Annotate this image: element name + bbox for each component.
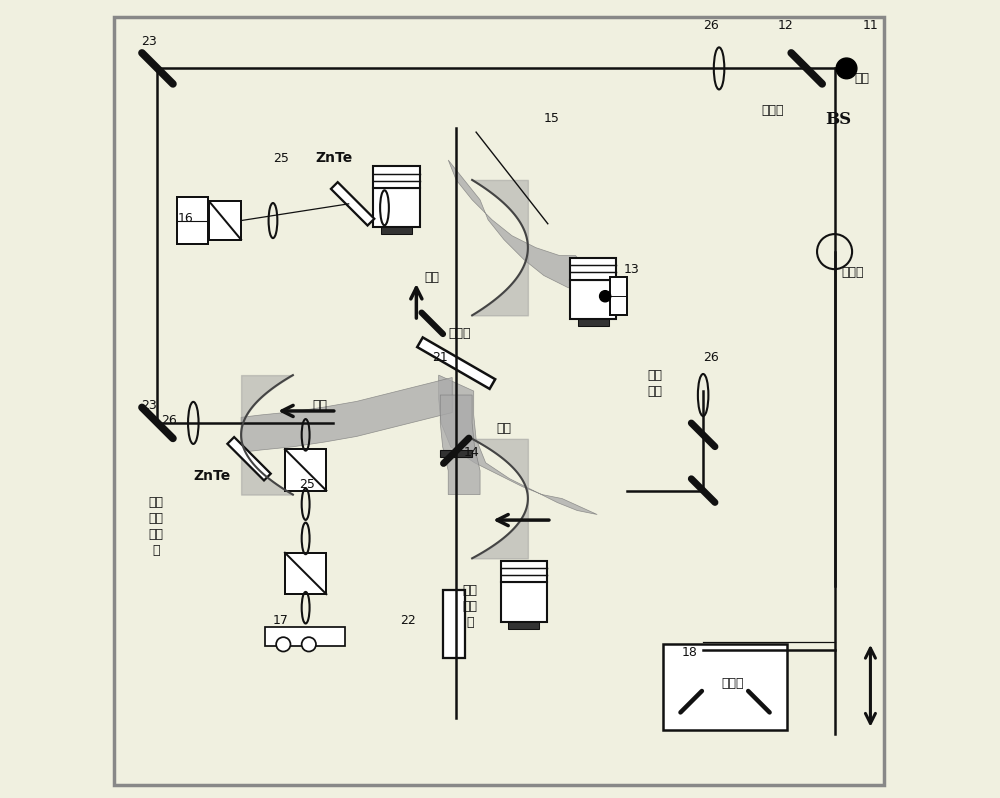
Polygon shape xyxy=(439,375,597,515)
Text: 发射
天线: 发射 天线 xyxy=(648,369,663,398)
Polygon shape xyxy=(417,338,495,389)
Text: 延迟线: 延迟线 xyxy=(721,678,744,690)
Text: 23: 23 xyxy=(142,34,157,48)
Text: 激光: 激光 xyxy=(854,72,869,85)
Text: 衰减片: 衰减片 xyxy=(841,266,863,279)
Text: 反射: 反射 xyxy=(313,398,328,412)
Bar xyxy=(508,622,539,629)
Bar xyxy=(610,277,627,315)
Bar xyxy=(265,627,345,646)
Polygon shape xyxy=(227,437,271,480)
Bar xyxy=(440,450,472,457)
Text: 透射: 透射 xyxy=(424,271,439,284)
Text: 11: 11 xyxy=(862,18,878,32)
Text: 25: 25 xyxy=(273,152,289,164)
Text: 18: 18 xyxy=(682,646,698,658)
Text: ZnTe: ZnTe xyxy=(315,151,352,164)
Bar xyxy=(663,643,787,729)
Text: BS: BS xyxy=(825,111,851,128)
Bar xyxy=(570,258,616,279)
Text: 25: 25 xyxy=(299,478,315,492)
Text: 定位
激光
光: 定位 激光 光 xyxy=(462,584,477,629)
Circle shape xyxy=(302,637,316,651)
Bar xyxy=(209,201,241,239)
Text: 15: 15 xyxy=(544,112,560,124)
Bar xyxy=(373,188,420,227)
Polygon shape xyxy=(331,182,374,226)
Bar xyxy=(381,227,412,235)
Bar xyxy=(578,319,609,326)
Bar xyxy=(373,167,420,188)
Text: 22: 22 xyxy=(400,614,416,626)
Text: 26: 26 xyxy=(161,414,177,428)
Text: 21: 21 xyxy=(432,351,448,364)
Polygon shape xyxy=(241,377,452,452)
Text: 13: 13 xyxy=(623,263,639,276)
Text: ZnTe: ZnTe xyxy=(193,469,231,484)
Bar xyxy=(501,583,547,622)
Text: 23: 23 xyxy=(142,398,157,412)
Bar xyxy=(501,561,547,583)
Text: 26: 26 xyxy=(703,18,719,32)
Text: 材料板: 材料板 xyxy=(448,327,471,340)
Text: 17: 17 xyxy=(273,614,289,626)
Polygon shape xyxy=(440,395,480,495)
Text: 26: 26 xyxy=(703,351,719,364)
Circle shape xyxy=(276,637,290,651)
Bar xyxy=(443,591,465,658)
Text: 12: 12 xyxy=(777,18,793,32)
Text: 衰减片: 衰减片 xyxy=(761,104,784,117)
Circle shape xyxy=(836,58,857,79)
Text: 光电
平衡
探测
器: 光电 平衡 探测 器 xyxy=(148,496,163,557)
Text: 光阑: 光阑 xyxy=(496,422,511,436)
Bar xyxy=(570,279,616,319)
Bar xyxy=(285,449,326,491)
Text: 16: 16 xyxy=(177,212,193,225)
Text: 14: 14 xyxy=(464,446,480,460)
Polygon shape xyxy=(448,160,608,295)
Circle shape xyxy=(600,290,611,302)
Bar xyxy=(285,553,326,595)
Bar xyxy=(177,197,208,243)
